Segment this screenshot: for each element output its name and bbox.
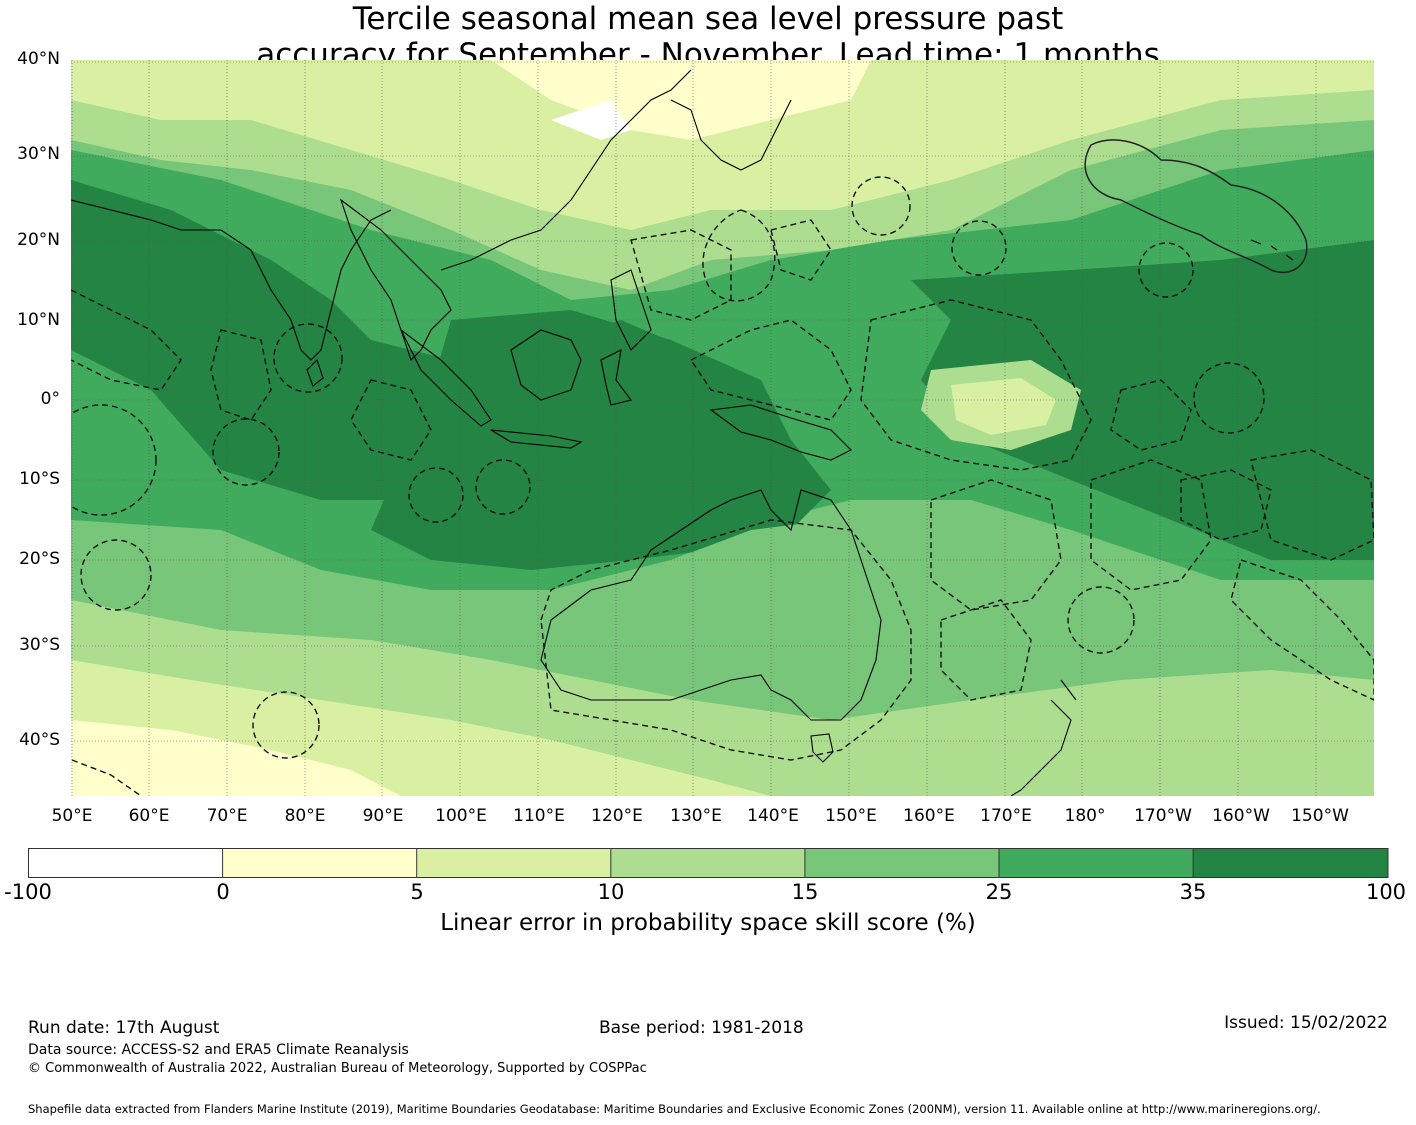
colorbar-tick-100: 100 <box>1365 880 1407 904</box>
colorbar-segment-3 <box>416 848 611 878</box>
coastline-india <box>71 199 392 361</box>
coastline-australia <box>540 489 882 721</box>
coastline-new-guinea <box>709 404 852 461</box>
coastline-borneo <box>510 329 582 401</box>
skill-region-tropics-dark-indonesia <box>371 310 831 570</box>
skill-region-south-yellow <box>71 720 401 796</box>
skill-region-equatorial-pale <box>951 378 1056 435</box>
map-title-line-1: Tercile seasonal mean sea level pressure… <box>352 1 1064 37</box>
lon-label-150e: 150°E <box>825 806 877 826</box>
lat-label-40n: 40°N <box>17 49 60 69</box>
skill-score-map <box>71 60 1374 796</box>
coastline-indochina <box>339 198 452 362</box>
colorbar-segment-2 <box>222 848 417 878</box>
colorbar-segment-4 <box>610 848 805 878</box>
lon-label-130e: 130°E <box>670 806 722 826</box>
coastline-sri-lanka <box>306 358 324 387</box>
coastline-sulawesi <box>600 349 632 406</box>
lon-label-90e: 90°E <box>362 806 404 826</box>
lon-label-170e: 170°E <box>980 806 1032 826</box>
colorbar-tick-neg100: -100 <box>4 880 52 904</box>
eez-boundary-hawaii <box>1084 139 1308 274</box>
skill-region-north-white <box>551 100 631 140</box>
lon-label-60e: 60°E <box>128 806 170 826</box>
graticule <box>71 60 1374 796</box>
lat-label-10s: 10°S <box>19 469 60 489</box>
lon-label-170w: 170°W <box>1134 806 1192 826</box>
skill-region-north-yellow <box>491 60 871 140</box>
lon-label-180: 180° <box>1064 806 1106 826</box>
coastlines <box>71 69 1294 796</box>
coastline-china <box>440 69 692 271</box>
lon-label-160e: 160°E <box>903 806 955 826</box>
shapefile-credit: Shapefile data extracted from Flanders M… <box>28 1102 1321 1116</box>
eez-boundaries <box>71 176 1374 796</box>
lon-label-150w: 150°W <box>1291 806 1349 826</box>
coastline-korea-japan <box>670 99 792 171</box>
colorbar <box>28 848 1389 878</box>
skill-region-north-pale <box>71 60 1374 230</box>
lon-label-70e: 70°E <box>206 806 248 826</box>
colorbar-tick-0: 0 <box>216 880 230 904</box>
colorbar-tick-25: 25 <box>985 880 1013 904</box>
lon-label-80e: 80°E <box>284 806 326 826</box>
lat-label-20s: 20°S <box>19 549 60 569</box>
colorbar-segment-5 <box>804 848 999 878</box>
lat-label-40s: 40°S <box>19 730 60 750</box>
lon-label-140e: 140°E <box>747 806 799 826</box>
lat-label-0: 0° <box>40 389 60 409</box>
lat-label-10n: 10°N <box>17 310 60 330</box>
lon-label-50e: 50°E <box>51 806 93 826</box>
colorbar-tick-5: 5 <box>410 880 424 904</box>
coastline-hawaii <box>1250 239 1294 261</box>
run-date: Run date: 17th August <box>28 1018 220 1038</box>
colorbar-tick-35: 35 <box>1179 880 1207 904</box>
lon-label-110e: 110°E <box>513 806 565 826</box>
skill-region-australia <box>541 520 881 710</box>
colorbar-label: Linear error in probability space skill … <box>440 910 976 936</box>
colorbar-segment-1 <box>28 848 223 878</box>
issued-date: Issued: 15/02/2022 <box>1224 1013 1388 1033</box>
coastline-java <box>490 429 583 449</box>
lon-label-100e: 100°E <box>435 806 487 826</box>
colorbar-segment-6 <box>999 848 1194 878</box>
colorbar-tick-10: 10 <box>597 880 625 904</box>
colorbar-tick-15: 15 <box>791 880 819 904</box>
coastline-philippines <box>610 269 652 351</box>
lon-label-120e: 120°E <box>591 806 643 826</box>
coastline-tasmania <box>810 733 834 763</box>
colorbar-segment-7 <box>1193 848 1388 878</box>
copyright-notice: © Commonwealth of Australia 2022, Austra… <box>28 1061 647 1076</box>
lat-label-30s: 30°S <box>19 635 60 655</box>
lon-label-160w: 160°W <box>1212 806 1270 826</box>
data-source: Data source: ACCESS-S2 and ERA5 Climate … <box>28 1042 409 1058</box>
base-period: Base period: 1981-2018 <box>599 1018 804 1038</box>
coastline-new-zealand <box>1010 679 1077 796</box>
lat-label-30n: 30°N <box>17 144 60 164</box>
coastline-sumatra <box>400 329 492 427</box>
lat-label-20n: 20°N <box>17 230 60 250</box>
